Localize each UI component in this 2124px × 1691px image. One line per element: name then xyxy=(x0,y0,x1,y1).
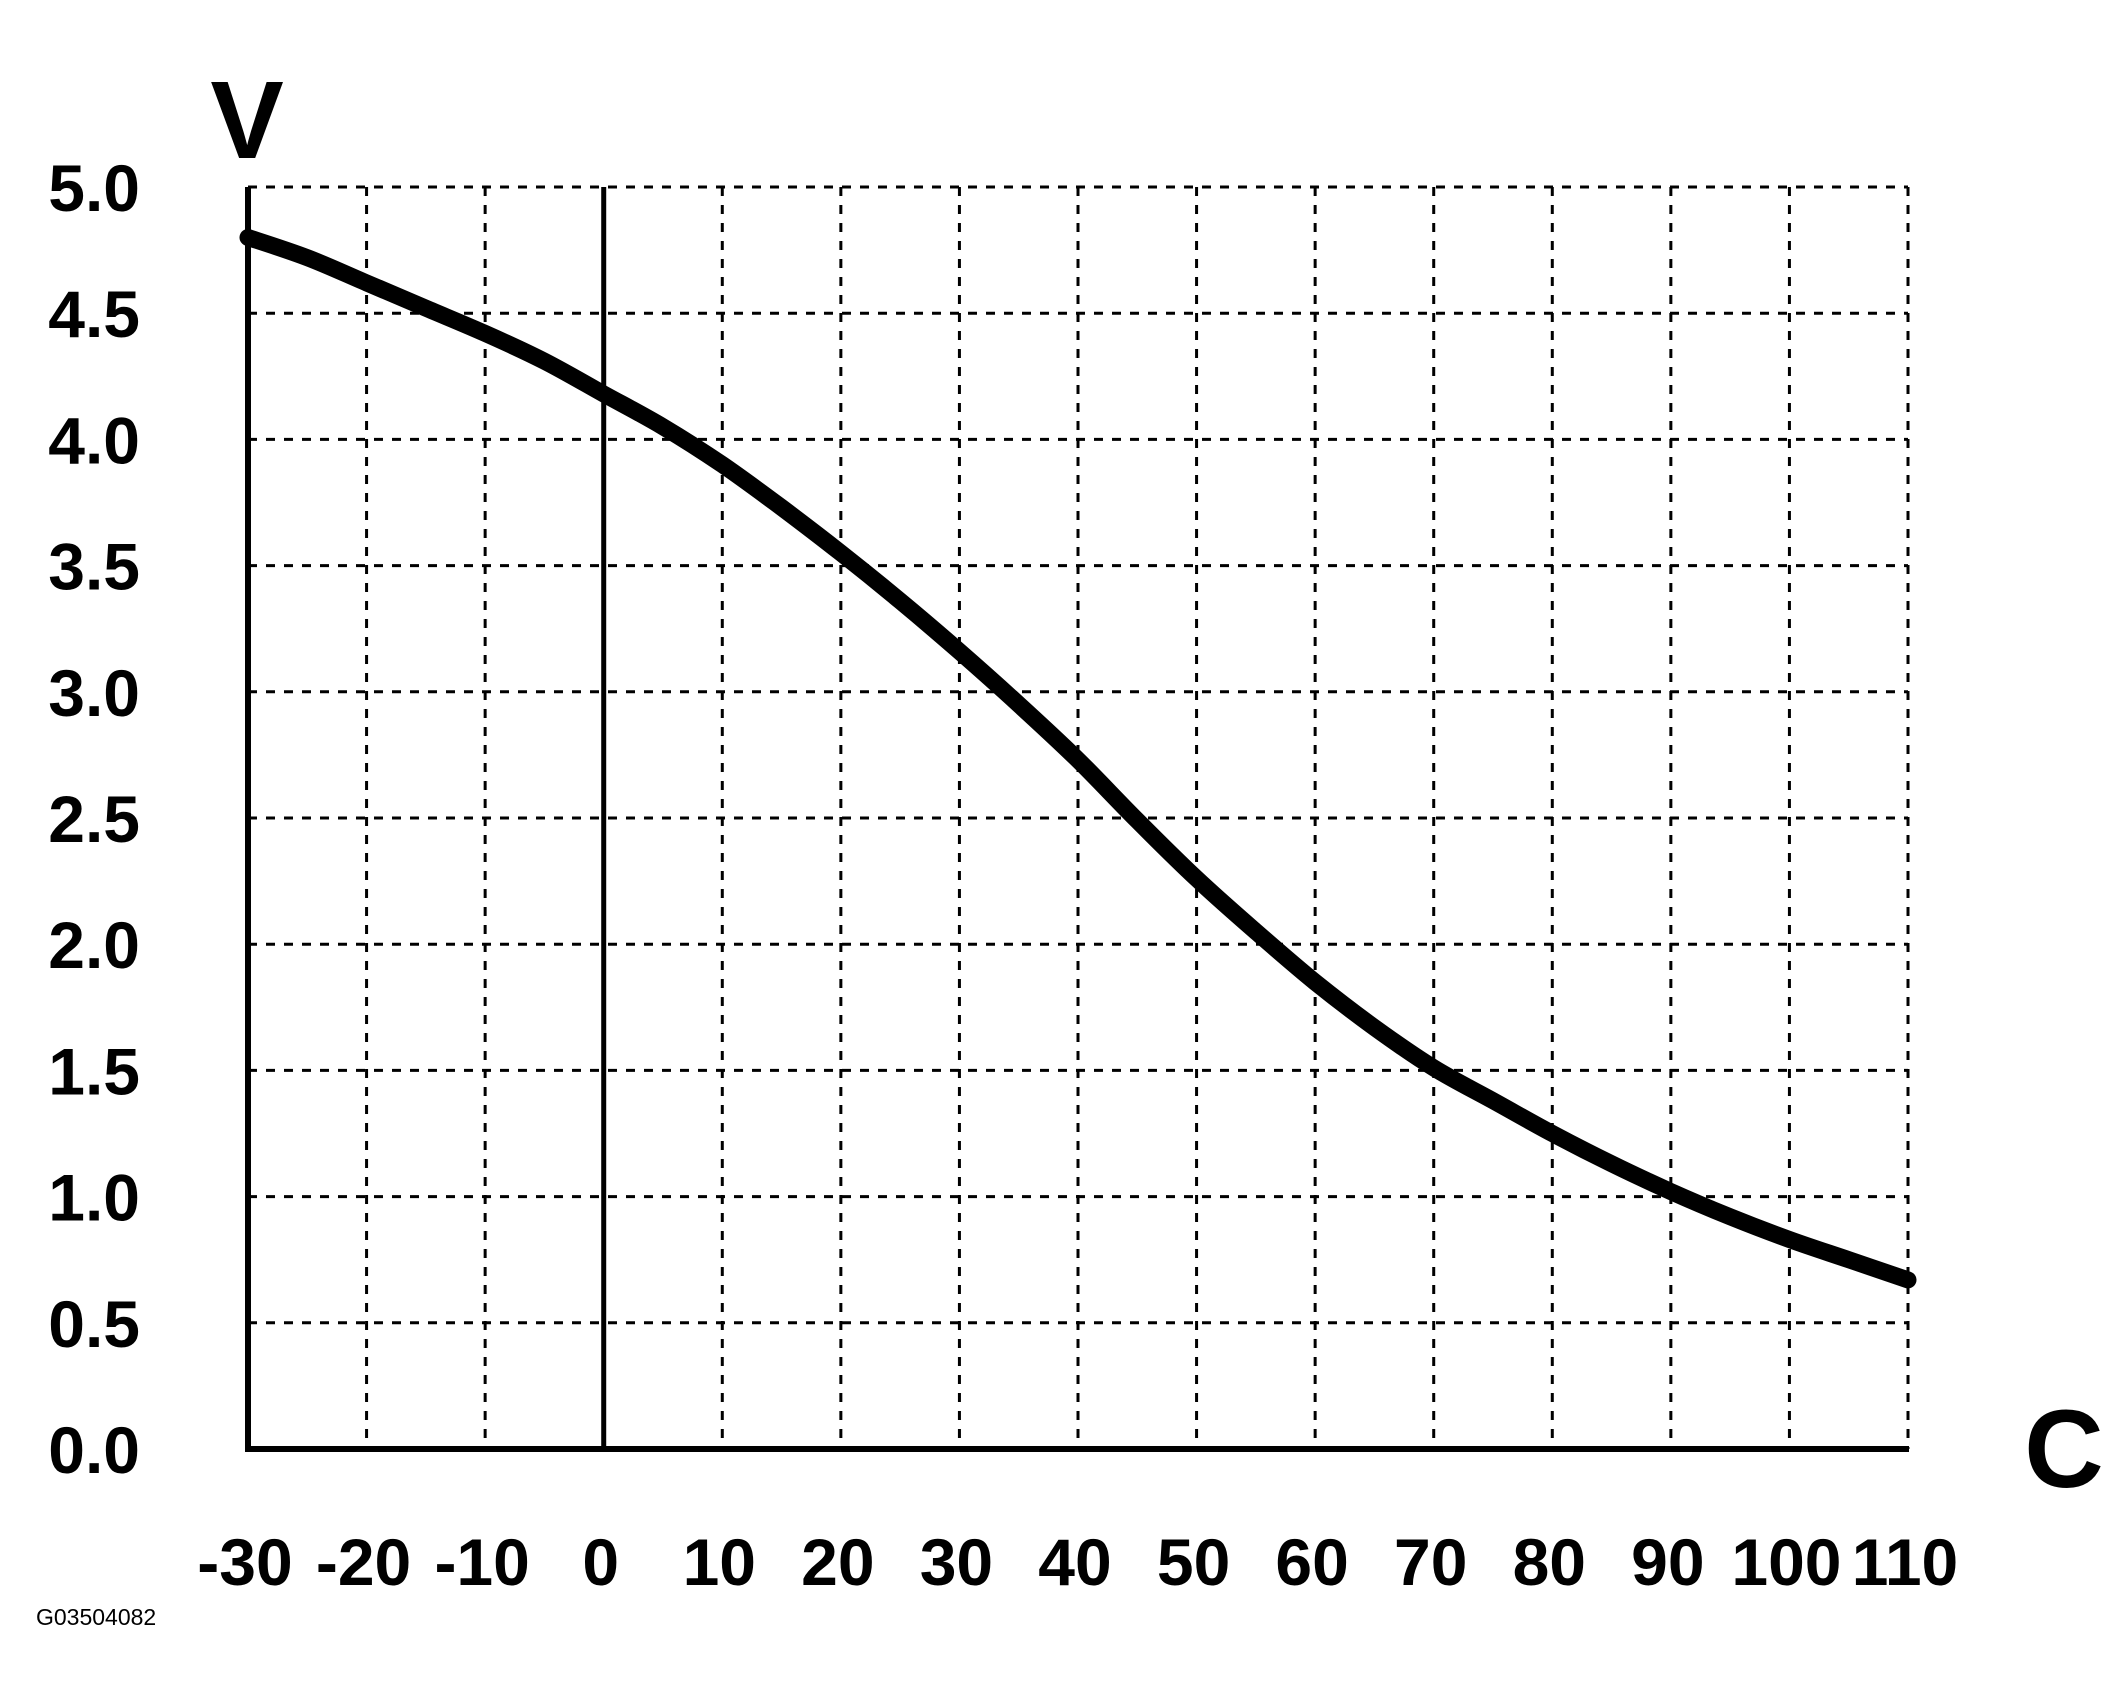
series-line xyxy=(239,229,1917,1289)
y-tick-label: 5.0 xyxy=(48,151,140,225)
y-tick-label: 2.0 xyxy=(48,908,140,982)
x-tick-label: 10 xyxy=(683,1525,756,1599)
x-tick-label: 40 xyxy=(1038,1525,1111,1599)
x-tick-label: 70 xyxy=(1394,1525,1467,1599)
x-tick-label: -10 xyxy=(434,1525,529,1599)
x-tick-label: 110 xyxy=(1852,1525,1958,1599)
x-tick-label: 60 xyxy=(1275,1525,1348,1599)
x-tick-label: 30 xyxy=(920,1525,993,1599)
y-tick-label: 4.5 xyxy=(48,277,140,351)
y-tick-label: 0.0 xyxy=(48,1413,140,1487)
x-tick-label: -20 xyxy=(316,1525,411,1599)
x-tick-label: 90 xyxy=(1631,1525,1704,1599)
x-tick-label: 0 xyxy=(582,1525,619,1599)
figure-id: G03504082 xyxy=(36,1604,156,1630)
y-tick-label: 4.0 xyxy=(48,403,140,477)
x-axis-title: C xyxy=(2024,1388,2103,1511)
x-tick-label: 100 xyxy=(1731,1525,1841,1599)
x-tick-labels: -30 -20 -10 0 10 20 30 40 50 60 70 80 90 100 110 xyxy=(197,1525,1958,1599)
y-tick-label: 0.5 xyxy=(48,1287,140,1361)
y-tick-label: 2.5 xyxy=(48,782,140,856)
x-tick-label: 80 xyxy=(1513,1525,1586,1599)
x-tick-label: 20 xyxy=(801,1525,874,1599)
y-tick-label: 1.5 xyxy=(48,1034,140,1108)
y-tick-labels: 0.0 0.5 1.0 1.5 2.0 2.5 3.0 3.5 4.0 4.5 5.0 xyxy=(48,151,140,1487)
y-tick-label: 1.0 xyxy=(48,1161,140,1235)
x-tick-label: -30 xyxy=(197,1525,292,1599)
y-tick-label: 3.0 xyxy=(48,656,140,730)
y-tick-label: 3.5 xyxy=(48,530,140,604)
y-axis-title: V xyxy=(210,59,283,182)
x-tick-label: 50 xyxy=(1157,1525,1230,1599)
grid xyxy=(248,185,1910,1449)
series-layer xyxy=(239,229,1917,1289)
